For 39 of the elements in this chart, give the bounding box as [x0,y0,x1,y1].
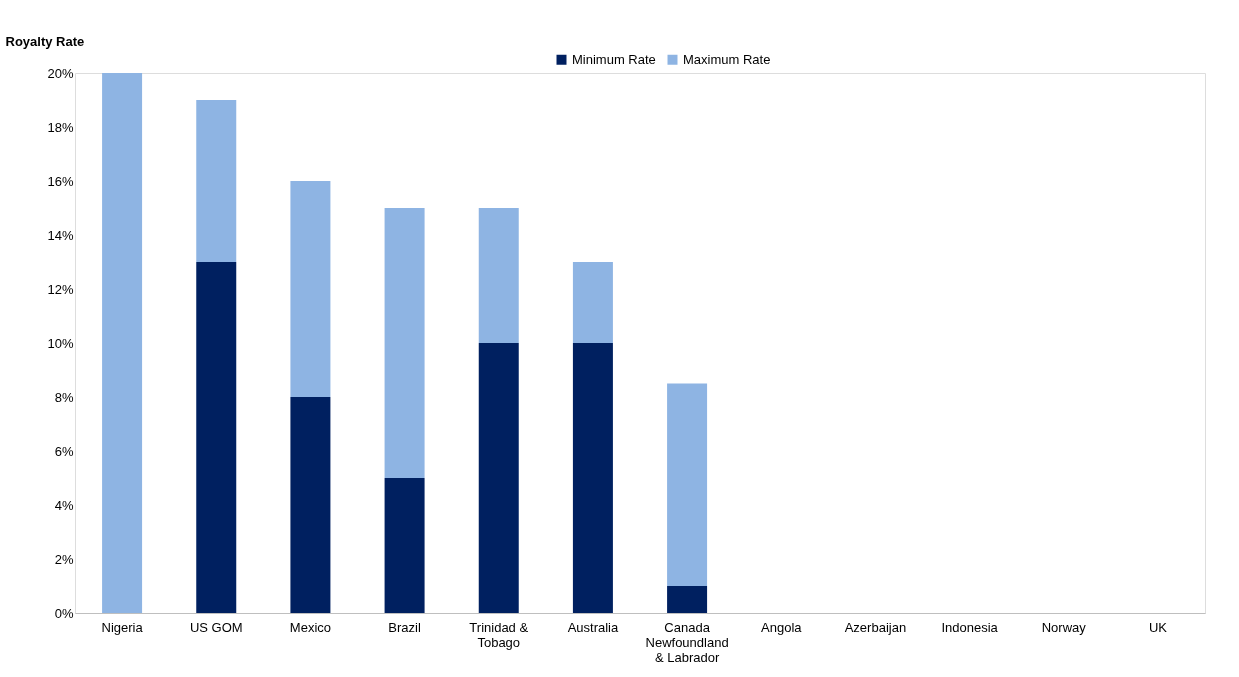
x-tick-label: Nigeria [101,619,144,635]
x-tick-label: Indonesia [941,619,999,635]
y-tick-label: 14% [47,227,74,243]
bar [572,262,613,343]
x-tick-label: Australia [567,619,619,635]
y-tick-label: 0% [54,605,74,621]
y-tick-label: 8% [54,389,74,405]
bar [667,586,708,613]
y-axis-title: Royalty Rate [5,33,85,49]
y-tick-label: 6% [54,443,74,459]
legend-label: Maximum Rate [683,51,771,67]
legend-label: Minimum Rate [572,51,656,67]
x-tick-label: US GOM [189,619,243,635]
x-tick-label: UK [1148,619,1168,635]
bar [384,478,425,613]
y-tick-label: 18% [47,119,74,135]
bar [196,262,237,613]
y-tick-label: 20% [47,65,74,81]
bar [478,343,519,613]
y-tick-label: 16% [47,173,74,189]
x-tick-label: Angola [761,619,803,635]
x-tick-label: Canada Newfoundland & Labrador [645,619,729,665]
bar [572,343,613,613]
x-tick-label: Norway [1041,619,1087,635]
y-tick-label: 2% [54,551,74,567]
bar [102,73,143,613]
x-tick-label: Mexico [289,619,332,635]
x-tick-label: Brazil [388,619,421,635]
bar [196,100,237,262]
y-tick-label: 12% [47,281,74,297]
y-tick-label: 4% [54,497,74,513]
bar [384,208,425,478]
bar [290,181,331,397]
bar [290,397,331,613]
bar [667,383,708,586]
x-tick-label: Azerbaijan [844,619,907,635]
bar [478,208,519,343]
x-tick-label: Trinidad & Tobago [469,619,529,650]
y-tick-label: 10% [47,335,74,351]
